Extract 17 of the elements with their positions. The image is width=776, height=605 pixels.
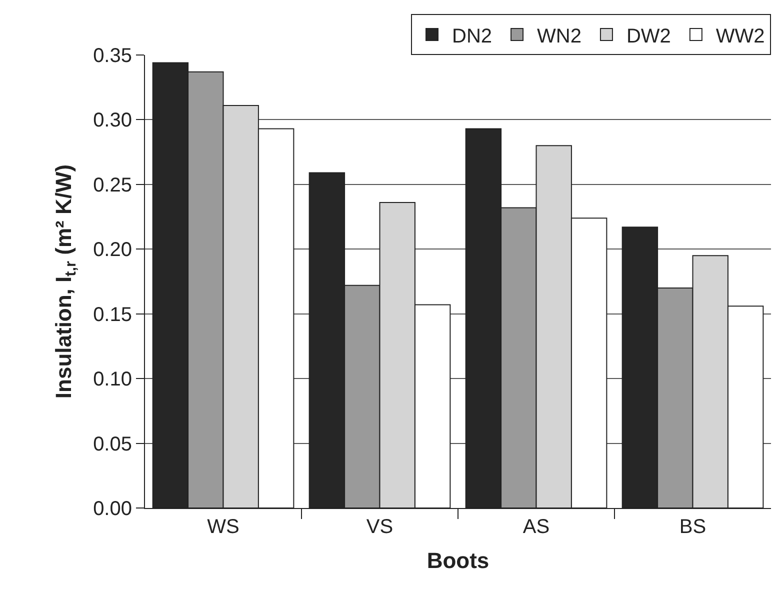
- legend-label: DW2: [626, 25, 671, 48]
- y-tick-label: 0.05: [93, 433, 132, 456]
- y-tick-label: 0.00: [93, 498, 132, 520]
- y-tick-label: 0.15: [93, 304, 132, 326]
- y-tick-label: 0.20: [93, 239, 132, 262]
- y-tick-label: 0.35: [93, 45, 132, 67]
- y-tick-label: 0.10: [93, 368, 132, 391]
- x-tick-label: AS: [522, 516, 550, 538]
- x-tick-label: BS: [679, 516, 706, 538]
- legend-label: WN2: [537, 25, 582, 48]
- x-tick-label: VS: [366, 516, 394, 538]
- y-tick-label: 0.30: [93, 110, 132, 132]
- x-tick-label: WS: [207, 516, 240, 538]
- y-tick-label: 0.25: [93, 174, 132, 196]
- legend-label: WW2: [716, 25, 765, 48]
- legend-label: DN2: [452, 25, 492, 48]
- x-axis-title: Boots: [426, 548, 490, 573]
